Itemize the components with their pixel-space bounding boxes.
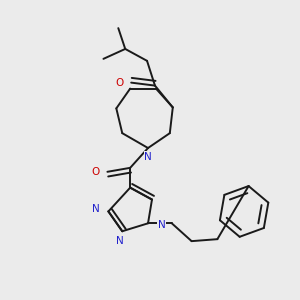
Text: O: O xyxy=(115,78,123,88)
Text: N: N xyxy=(116,236,124,246)
Text: N: N xyxy=(92,204,99,214)
Text: N: N xyxy=(144,152,152,162)
Text: O: O xyxy=(92,167,100,177)
Text: N: N xyxy=(158,220,166,230)
